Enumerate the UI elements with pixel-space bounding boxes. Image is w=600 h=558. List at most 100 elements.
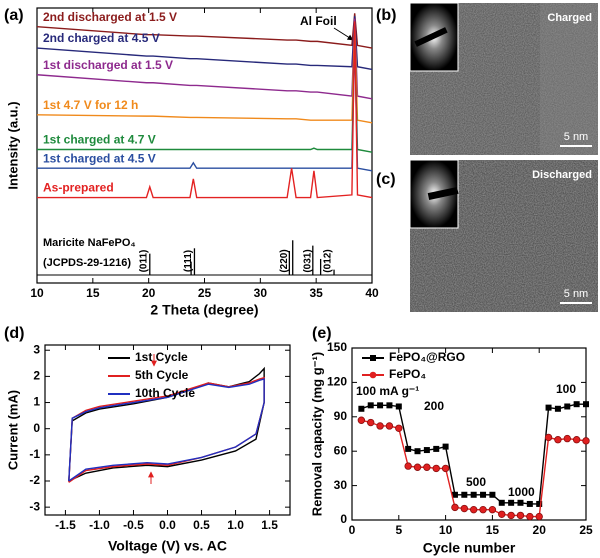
legend-label: 10th Cycle [135, 386, 195, 400]
tem-image-charged: Charged 5 nm [409, 2, 598, 155]
point [423, 447, 430, 454]
y-tick-label: 90 [334, 409, 348, 423]
point [451, 503, 459, 512]
reference-source: (JCPDS-29-1216) [43, 257, 131, 269]
point [498, 510, 506, 518]
series-line [37, 21, 373, 199]
point [554, 405, 561, 412]
legend-label: FePO₄ [389, 367, 426, 381]
x-axis-label: Cycle number [423, 540, 516, 556]
x-tick-label: 10 [30, 286, 44, 300]
series-label: 2nd discharged at 1.5 V [43, 10, 177, 24]
point [583, 401, 589, 408]
point [554, 436, 562, 444]
series-line [68, 378, 265, 482]
y-tick-label: -3 [29, 499, 40, 513]
series-line [361, 419, 587, 518]
annotation: 500 [466, 475, 486, 489]
image-edge [540, 3, 598, 155]
point [442, 443, 449, 450]
x-tick-label: 0.0 [159, 518, 176, 532]
series-label: 1st discharged at 1.5 V [43, 58, 173, 72]
series-line [68, 376, 265, 483]
tem-image-discharged: Discharged 5 nm [409, 159, 598, 312]
point [536, 500, 543, 507]
y-tick-label: 0 [33, 421, 40, 435]
point [461, 491, 468, 498]
point [516, 511, 525, 520]
panel-label: (a) [4, 7, 24, 24]
y-axis-label: Current (mA) [5, 390, 20, 470]
legend-marker [369, 371, 377, 379]
point [405, 445, 412, 452]
point [470, 491, 477, 498]
x-axis-label: 2 Theta (degree) [150, 302, 258, 318]
legend-label: 1st Cycle [135, 350, 188, 364]
point [395, 403, 402, 410]
point [423, 463, 431, 471]
x-tick-label: 30 [254, 286, 268, 300]
point [564, 403, 571, 410]
point [376, 422, 384, 430]
point [377, 402, 384, 409]
point [386, 402, 393, 409]
point [488, 505, 497, 514]
point [432, 464, 440, 473]
point [367, 402, 374, 409]
point [367, 418, 375, 427]
beam-stop [427, 186, 459, 201]
point [489, 491, 496, 498]
y-axis-label: Intensity (a.u.) [5, 101, 20, 189]
x-tick-label: -1.5 [55, 518, 76, 532]
y-tick-label: 2 [33, 369, 40, 383]
annotation: 200 [424, 399, 444, 413]
y-tick-label: -2 [29, 473, 40, 487]
x-tick-label: -1.0 [89, 518, 110, 532]
scale-bar-label: 5 nm [564, 288, 588, 300]
series-label: 1st 4.7 V for 12 h [43, 98, 138, 112]
annotation: 100 [556, 382, 576, 396]
beam-stop [414, 27, 448, 47]
plot-frame [351, 347, 587, 521]
y-tick-label: 3 [33, 342, 40, 356]
y-tick-label: 120 [327, 375, 347, 389]
peak-label: (012) [323, 249, 334, 272]
series-label: 1st charged at 4.5 V [43, 151, 156, 165]
point [451, 491, 458, 498]
panel-label: (e) [312, 325, 332, 342]
annotation: Al Foil [300, 14, 337, 28]
x-tick-label: 15 [86, 286, 100, 300]
series-label: 1st charged at 4.7 V [43, 133, 156, 147]
point [507, 511, 515, 520]
point [358, 405, 365, 412]
series-label: 2nd charged at 4.5 V [43, 31, 160, 45]
point [517, 499, 524, 506]
point [414, 448, 421, 455]
point [572, 436, 581, 444]
x-tick-label: 20 [142, 286, 156, 300]
x-tick-label: 0.5 [193, 518, 210, 532]
x-tick-label: 1.5 [261, 518, 278, 532]
point [479, 505, 487, 514]
point [395, 424, 403, 432]
x-tick-label: 5 [395, 523, 402, 537]
series-label: As-prepared [43, 181, 114, 195]
point [433, 445, 440, 452]
x-tick-label: 10 [439, 523, 453, 537]
point [526, 512, 534, 521]
point [413, 463, 422, 471]
x-tick-label: 15 [486, 523, 500, 537]
panel-label: (c) [376, 171, 396, 188]
point [469, 505, 478, 514]
peak-label: (031) [303, 249, 314, 272]
x-tick-label: 20 [533, 523, 547, 537]
y-tick-label: 1 [33, 395, 40, 409]
x-tick-label: -0.5 [123, 518, 144, 532]
reference-name: Maricite NaFePO₄ [43, 237, 136, 249]
y-tick-label: 30 [334, 478, 348, 492]
point [498, 499, 505, 506]
annotation: 1000 [508, 485, 535, 499]
point [526, 500, 533, 507]
diffraction-inset [409, 2, 459, 72]
